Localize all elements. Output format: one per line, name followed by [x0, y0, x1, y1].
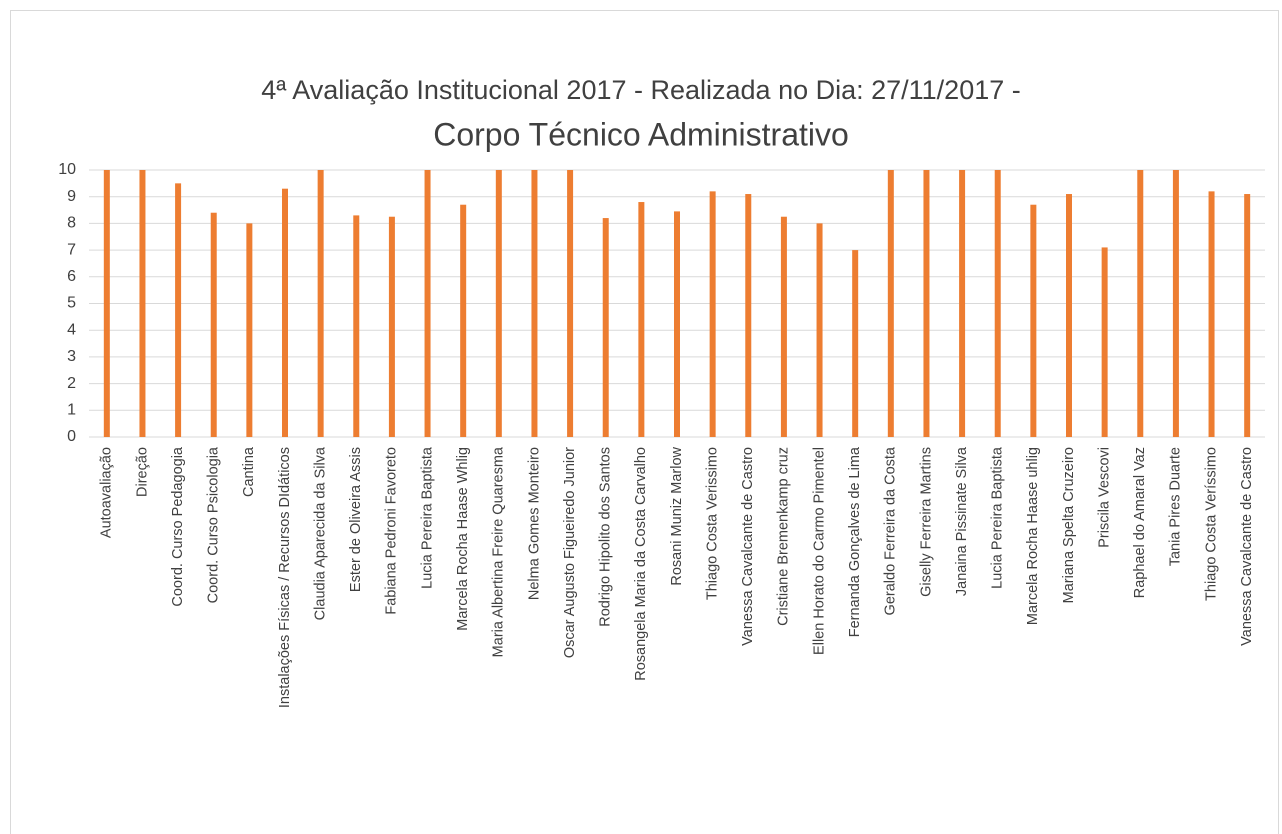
- x-tick-label: Tania Pires Duarte: [1168, 447, 1184, 566]
- x-tick-label: Marcela Rocha Haase Whlig: [455, 447, 471, 631]
- bar: [745, 194, 752, 437]
- x-tick-label: Autoavaliação: [99, 447, 115, 538]
- x-tick-label: Cantina: [241, 446, 257, 497]
- y-tick-label: 0: [67, 428, 76, 445]
- x-tick-label: Giselly Ferreira Martins: [918, 447, 934, 597]
- x-tick-label: Vanessa Cavalcante de Castro: [740, 447, 756, 646]
- bar: [388, 216, 395, 437]
- bar: [210, 212, 217, 437]
- x-tick-label: Thiago Costa Verissimo: [704, 447, 720, 600]
- bar: [1101, 247, 1108, 437]
- x-tick-label: Mariana Spelta Cruzeiro: [1061, 447, 1077, 603]
- bar: [1244, 194, 1251, 437]
- x-tick-label: Ellen Horato do Carmo Pimentel: [811, 447, 827, 655]
- bar: [424, 170, 431, 437]
- chart-title: 4ª Avaliação Institucional 2017 - Realiz…: [261, 75, 1021, 105]
- x-tick-label: Fernanda Gonçalves de Lima: [847, 446, 863, 637]
- x-tick-label: Maria Albertina Freire Quaresma: [491, 446, 507, 657]
- bar: [1172, 170, 1179, 437]
- bar: [246, 223, 253, 437]
- x-tick-label: Instalações Físicas / Recursos DIdáticos: [277, 447, 293, 708]
- bar: [317, 170, 324, 437]
- y-tick-label: 4: [67, 321, 76, 338]
- y-tick-label: 1: [67, 402, 76, 419]
- bar: [709, 191, 716, 437]
- bar: [139, 170, 146, 437]
- y-tick-label: 5: [67, 295, 76, 312]
- x-tick-label: Coord. Curso Psicologia: [206, 446, 222, 603]
- y-tick-label: 7: [67, 241, 76, 258]
- bar: [175, 183, 182, 437]
- bar: [282, 188, 288, 437]
- y-tick-label: 6: [67, 268, 76, 285]
- x-tick-label: Rodrigo Hipolito dos Santos: [598, 447, 614, 627]
- bar: [1137, 170, 1144, 437]
- bar: [353, 215, 360, 437]
- bar: [816, 223, 823, 437]
- bar: [959, 170, 966, 437]
- bar: [1208, 191, 1215, 437]
- x-tick-label: Lucia Pereira Baptista: [990, 446, 1006, 589]
- x-tick-label: Priscila Vescovi: [1096, 447, 1112, 548]
- bar: [567, 170, 574, 437]
- x-tick-label: Rosangela Maria da Costa Carvalho: [633, 447, 649, 681]
- x-tick-label: Vanessa Cavalcante de Castro: [1239, 447, 1255, 646]
- bar: [1030, 204, 1037, 437]
- bar: [460, 204, 467, 437]
- x-tick-label: Fabiana Pedroni Favoreto: [384, 447, 400, 615]
- y-tick-label: 10: [58, 161, 76, 178]
- x-tick-label: Coord. Curso Pedagogia: [170, 446, 186, 607]
- chart-subtitle: Corpo Técnico Administrativo: [433, 116, 849, 152]
- bar: [531, 170, 538, 437]
- bar: [103, 170, 110, 437]
- x-tick-label: Cristiane Bremenkamp cruz: [776, 447, 792, 626]
- x-tick-label: Geraldo Ferreira da Costa: [883, 446, 899, 615]
- y-tick-label: 3: [67, 348, 76, 365]
- bar: [887, 170, 894, 437]
- bar: [994, 170, 1001, 437]
- x-tick-label: Nelma Gomes Monteiro: [526, 447, 542, 600]
- bar: [495, 170, 502, 437]
- y-tick-label: 2: [67, 375, 76, 392]
- bar: [674, 211, 680, 437]
- x-tick-label: Direção: [134, 447, 150, 497]
- x-tick-label: Marcela Rocha Haase uhlig: [1025, 447, 1041, 625]
- y-tick-label: 8: [67, 215, 76, 232]
- x-tick-label: Janaina Pissinate Silva: [954, 446, 970, 596]
- x-tick-label: Ester de Oliveira Assis: [348, 447, 364, 592]
- x-tick-label: Lucia Pereira Baptista: [419, 446, 435, 589]
- bar: [923, 170, 930, 437]
- bar: [602, 218, 609, 437]
- x-tick-label: Oscar Augusto Figueiredo Junior: [562, 447, 578, 658]
- bar: [780, 216, 787, 437]
- bar: [638, 202, 645, 437]
- x-tick-label: Thiago Costa Veríssimo: [1203, 447, 1219, 601]
- bar: [852, 250, 859, 437]
- x-tick-label: Rosani Muniz Marlow: [669, 446, 685, 585]
- bar: [1066, 194, 1072, 437]
- x-tick-label: Raphael do Amaral Vaz: [1132, 447, 1148, 598]
- y-tick-label: 9: [67, 188, 76, 205]
- x-tick-label: Claudia Aparecida da Silva: [312, 446, 328, 620]
